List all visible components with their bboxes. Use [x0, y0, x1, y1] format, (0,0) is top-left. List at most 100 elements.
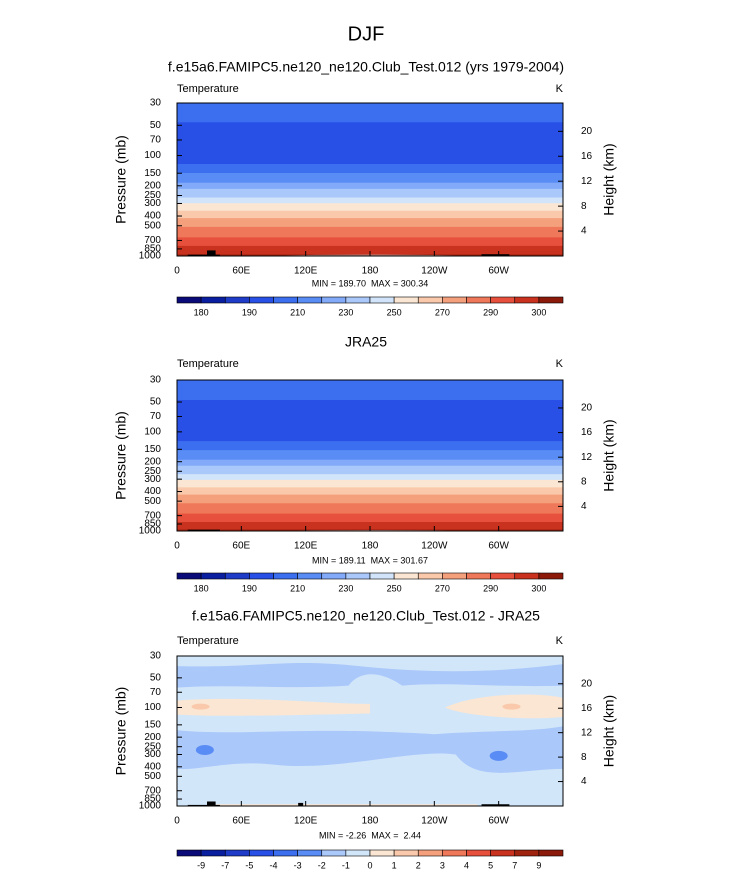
- colorbar-box: [393, 296, 419, 304]
- y2-tick-label: 8: [581, 752, 587, 763]
- y-tick-label: 1000: [139, 526, 162, 537]
- x-tick-label: 60E: [232, 541, 250, 552]
- colorbar-label: 250: [387, 583, 402, 593]
- colorbar-box: [442, 296, 467, 304]
- topography: [207, 801, 216, 806]
- colorbar-label: 230: [338, 583, 353, 593]
- colorbar-box: [538, 296, 564, 304]
- colorbar-box: [369, 849, 395, 857]
- colorbar-box: [297, 572, 323, 580]
- colorbar-box: [417, 849, 443, 857]
- stats: MIN = 189.11 MAX = 301.67: [312, 555, 428, 565]
- y-tick-label: 30: [150, 375, 162, 386]
- colorbar-box: [249, 849, 274, 857]
- y-tick-label: 500: [144, 496, 161, 507]
- contour-band: [177, 210, 563, 225]
- y2-tick-label: 4: [581, 776, 587, 787]
- y2-tick-label: 4: [581, 501, 587, 512]
- contour-blob: [489, 750, 508, 761]
- colorbar-box: [297, 849, 323, 857]
- stats: MIN = -2.26 MAX = 2.44: [319, 830, 421, 840]
- contour-band: [177, 203, 563, 217]
- topography: [187, 254, 220, 256]
- right-label: K: [556, 358, 564, 370]
- x-tick-label: 120W: [421, 541, 448, 552]
- contour-field: [177, 380, 563, 531]
- contour-field: [177, 656, 563, 806]
- colorbar-box: [417, 572, 443, 580]
- colorbar-box: [200, 296, 226, 304]
- colorbar-box: [393, 572, 419, 580]
- colorbar-box: [200, 849, 226, 857]
- colorbar-box: [200, 572, 226, 580]
- y-tick-label: 1000: [139, 801, 162, 812]
- left-label: Temperature: [177, 358, 239, 370]
- x-tick-label: 180: [362, 266, 379, 277]
- colorbar-box: [538, 849, 564, 857]
- y-tick-label: 250: [144, 741, 161, 752]
- x-tick-label: 60W: [488, 541, 509, 552]
- colorbar-box: [224, 296, 250, 304]
- y2-tick-label: 20: [581, 126, 593, 137]
- contour-band: [177, 380, 563, 404]
- y2-tick-label: 20: [581, 403, 593, 414]
- contour-band: [177, 245, 563, 256]
- y2-tick-label: 8: [581, 476, 587, 487]
- y-tick-label: 200: [144, 732, 161, 743]
- colorbar-label: -5: [245, 860, 253, 870]
- colorbar-box: [490, 296, 516, 304]
- left-label: Temperature: [177, 635, 239, 647]
- right-label: K: [556, 83, 564, 95]
- y-tick-label: 500: [144, 220, 161, 231]
- y-tick-label: 30: [150, 98, 162, 109]
- y-tick-label: 850: [144, 244, 161, 255]
- y2-tick-label: 16: [581, 427, 593, 438]
- colorbar-label: 230: [338, 307, 353, 317]
- colorbar-label: -7: [221, 860, 229, 870]
- colorbar-label: 270: [435, 307, 450, 317]
- contour-band: [177, 726, 563, 773]
- colorbar-label: 250: [387, 307, 402, 317]
- contour-band: [177, 103, 563, 129]
- colorbar-label: 290: [483, 583, 498, 593]
- y-tick-label: 50: [150, 397, 162, 408]
- y-tick-label: 300: [144, 474, 161, 485]
- colorbar-label: -1: [342, 860, 350, 870]
- contour-band: [177, 182, 563, 195]
- colorbar-box: [321, 572, 347, 580]
- topography: [481, 804, 510, 806]
- y-tick-label: 500: [144, 771, 161, 782]
- stats: MIN = 189.70 MAX = 300.34: [312, 278, 429, 288]
- colorbar-box: [538, 572, 564, 580]
- colorbar-label: 210: [290, 307, 305, 317]
- y2-tick-label: 8: [581, 201, 587, 212]
- x-tick-label: 120E: [294, 816, 318, 827]
- y2-tick-label: 12: [581, 176, 593, 187]
- colorbar-box: [249, 296, 274, 304]
- colorbar-box: [297, 296, 323, 304]
- y-tick-label: 100: [144, 426, 161, 437]
- colorbar-box: [442, 849, 467, 857]
- colorbar-label: -4: [269, 860, 277, 870]
- panel-title: f.e15a6.FAMIPC5.ne120_ne120.Club_Test.01…: [168, 59, 564, 75]
- colorbar-box: [249, 572, 274, 580]
- colorbar-box: [466, 849, 491, 857]
- colorbar-label: -9: [197, 860, 205, 870]
- colorbar-label: 210: [290, 583, 305, 593]
- x-tick-label: 60E: [232, 266, 250, 277]
- contour-blob: [195, 744, 214, 755]
- panel-title: f.e15a6.FAMIPC5.ne120_ne120.Club_Test.01…: [192, 608, 540, 624]
- colorbar-label: 190: [242, 583, 257, 593]
- y2-tick-label: 4: [581, 226, 587, 237]
- colorbar-label: 290: [483, 307, 498, 317]
- y-tick-label: 300: [144, 749, 161, 760]
- x-tick-label: 120E: [294, 266, 318, 277]
- x-tick-label: 120W: [421, 266, 448, 277]
- y-tick-label: 70: [150, 687, 162, 698]
- x-tick-label: 0: [174, 266, 180, 277]
- y-axis-label: Pressure (mb): [113, 687, 129, 776]
- colorbar-box: [490, 572, 516, 580]
- colorbar-label: 2: [416, 860, 421, 870]
- contour-band: [177, 122, 563, 170]
- y-tick-label: 700: [144, 510, 161, 521]
